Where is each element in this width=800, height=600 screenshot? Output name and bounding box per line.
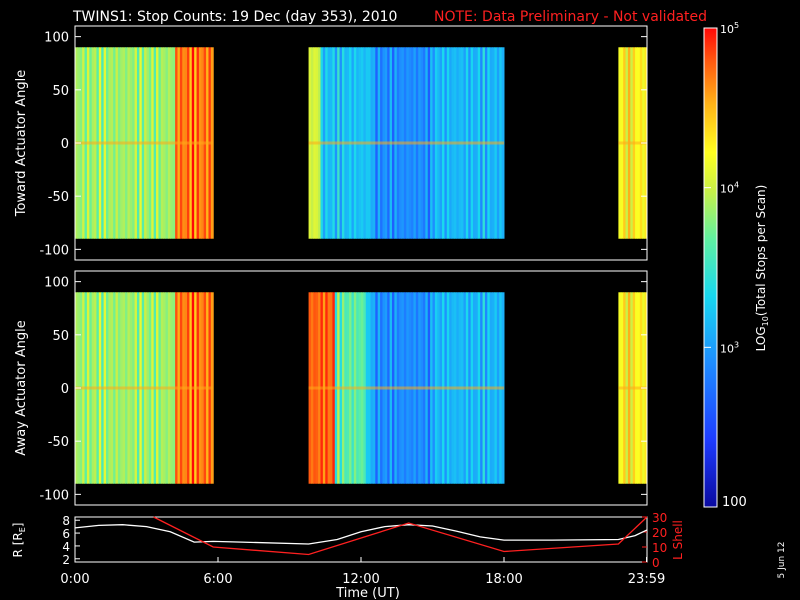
colorbar-min-label: 100 <box>722 495 747 510</box>
chart-title: TWINS1: Stop Counts: 19 Dec (day 353), 2… <box>72 9 397 25</box>
x-tick-label: 18:00 <box>485 572 522 587</box>
colorbar-ticks: 105 104 103 <box>704 21 739 355</box>
colorbar-tick-label: 103 <box>720 340 739 355</box>
colorbar-tick-label: 104 <box>720 181 739 196</box>
zero-angle-band <box>618 386 647 390</box>
left-y-tick-label: 2 <box>62 553 70 567</box>
zero-angle-band <box>75 141 214 145</box>
radius-line <box>74 524 648 545</box>
y-tick-label: 100 <box>44 31 69 46</box>
zero-angle-band <box>75 386 214 390</box>
y-axis-label-radius: R [RE] <box>11 523 27 558</box>
right-y-tick-label: 10 <box>652 541 667 555</box>
y-tick-label: -100 <box>39 243 69 258</box>
colorbar-tick-label: 105 <box>720 21 739 36</box>
zero-angle-band <box>308 141 504 145</box>
y-axis-label-toward: Toward Actuator Angle <box>14 70 29 217</box>
right-y-tick-label: 30 <box>652 511 667 525</box>
y-axis-toward: 100 50 0 -50 -100 <box>39 31 647 258</box>
left-y-tick-label: 6 <box>62 527 70 541</box>
colorbar: 105 104 103 LOG10(Total Stops per Scan) 10… <box>703 21 770 510</box>
x-tick-label: 0:00 <box>60 572 89 587</box>
x-tick-label: 12:00 <box>342 572 379 587</box>
y-tick-label: -100 <box>39 488 69 503</box>
data-note: NOTE: Data Preliminary - Not validated <box>434 9 707 25</box>
y-tick-label: 0 <box>61 382 69 397</box>
y-tick-label: 0 <box>61 137 69 152</box>
right-y-tick-label: 0 <box>652 556 660 570</box>
heatmap-away <box>75 292 648 484</box>
y-axis-label-lshell: L Shell <box>671 520 685 560</box>
y-tick-label: 100 <box>44 276 69 291</box>
x-axis-label: Time (UT) <box>335 586 400 600</box>
y-tick-label: -50 <box>48 435 69 450</box>
right-y-tick-label: 20 <box>652 526 667 540</box>
heatmap-toward <box>75 47 648 239</box>
lshell-line <box>153 516 648 556</box>
left-y-tick-label: 4 <box>62 540 70 554</box>
y-tick-label: -50 <box>48 190 69 205</box>
panel-away: 100 50 0 -50 -100 Away Actuator Angle <box>14 270 648 506</box>
y-tick-label: 50 <box>52 329 69 344</box>
x-tick-label: 6:00 <box>203 572 232 587</box>
left-y-tick-label: 8 <box>62 514 70 528</box>
date-stamp: 5 Jun 12 <box>777 542 787 579</box>
y-axis-away: 100 50 0 -50 -100 <box>39 276 647 503</box>
panel-toward: 100 50 0 -50 -100 Toward Actuator Angle <box>14 25 648 261</box>
orbit-lines <box>74 516 648 556</box>
y-axis-label-away: Away Actuator Angle <box>14 320 29 455</box>
zero-angle-band <box>618 141 647 145</box>
colorbar-gradient <box>704 28 717 507</box>
zero-angle-band <box>308 386 504 390</box>
x-tick-label: 23:59 <box>628 572 665 587</box>
y-tick-label: 50 <box>52 84 69 99</box>
colorbar-label: LOG10(Total Stops per Scan) <box>754 185 770 352</box>
